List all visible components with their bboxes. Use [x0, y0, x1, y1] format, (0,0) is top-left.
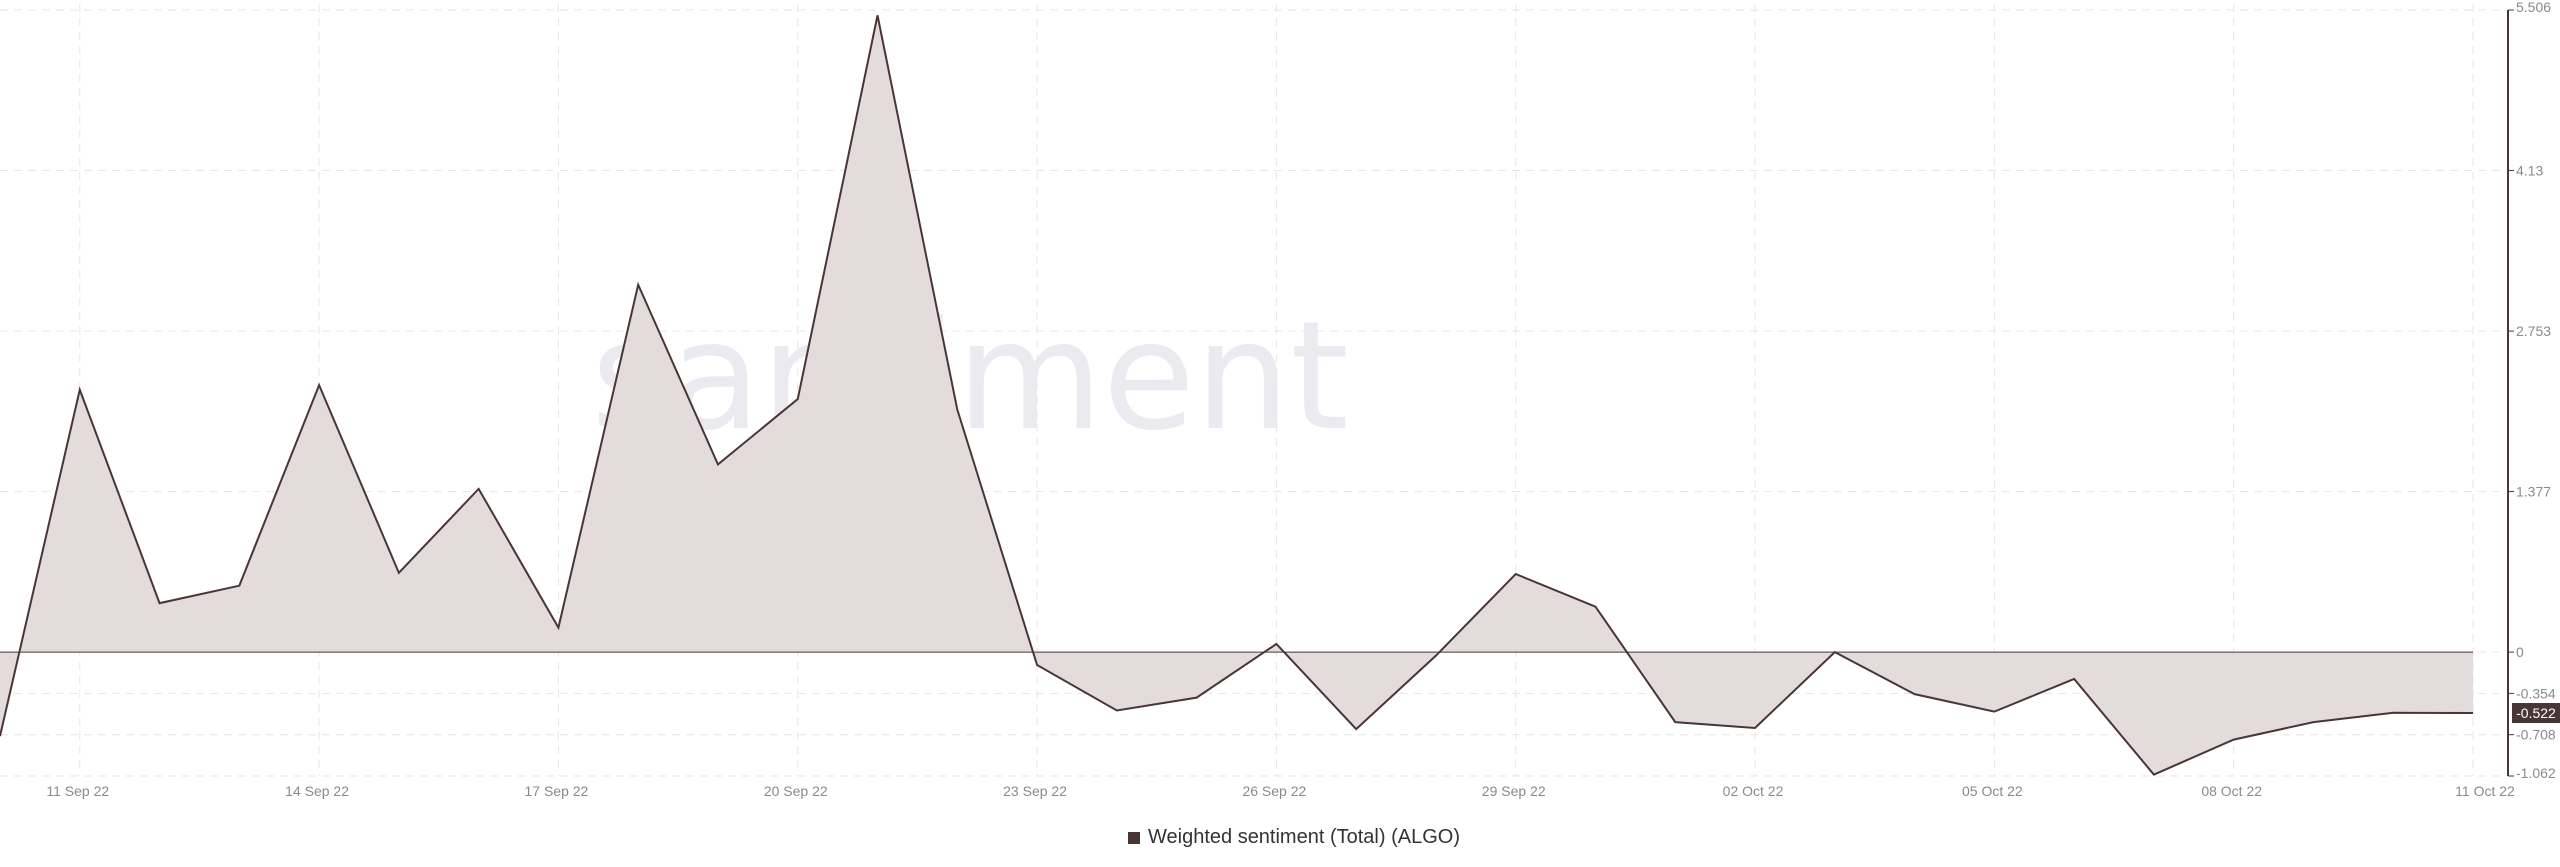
y-tick-label: 4.13: [2516, 162, 2543, 178]
area-fill: [0, 15, 2473, 775]
series-line: [0, 15, 2474, 776]
x-axis: 11 Sep 22 14 Sep 22 17 Sep 22 20 Sep 22 23 S…: [46, 783, 2515, 799]
x-tick-label: 26 Sep 22: [1242, 783, 1306, 799]
x-tick-label: 29 Sep 22: [1482, 783, 1546, 799]
y-tick-label: -0.708: [2516, 727, 2556, 743]
last-value-badge-bg: [2512, 703, 2560, 724]
legend-label: Weighted sentiment (Total) (ALGO): [1148, 826, 1460, 848]
x-tick-label: 05 Oct 22: [1962, 783, 2023, 799]
x-tick-label: 08 Oct 22: [2201, 783, 2262, 799]
y-tick-label: -0.354: [2516, 685, 2556, 701]
x-tick-label: 20 Sep 22: [764, 783, 828, 799]
y-axis: 5.506 4.13 2.753 1.377 0 -0.354 -0.708 -1.062: [2507, 0, 2556, 781]
x-tick-label: 23 Sep 22: [1003, 783, 1067, 799]
y-tick-label: 0: [2516, 644, 2524, 660]
last-value-label: -0.522: [2516, 705, 2556, 721]
area-layer: [0, 15, 2474, 776]
x-tick-label: 11 Sep 22: [46, 783, 109, 799]
x-tick-label: 14 Sep 22: [285, 783, 349, 799]
x-tick-label: 17 Sep 22: [524, 783, 588, 799]
last-value-badge: -0.522: [2512, 703, 2560, 724]
santiment-watermark: santiment: [591, 290, 1349, 464]
y-tick-label: 2.753: [2516, 323, 2551, 339]
y-tick-label: -1.062: [2516, 765, 2556, 781]
y-tick-label: 5.506: [2516, 0, 2551, 15]
x-tick-label: 11 Oct 22: [2455, 783, 2515, 799]
legend-swatch: [1128, 831, 1140, 844]
x-tick-label: 02 Oct 22: [1723, 783, 1784, 799]
y-tick-label: 1.377: [2516, 484, 2551, 500]
chart-legend[interactable]: Weighted sentiment (Total) (ALGO): [1128, 826, 1460, 849]
